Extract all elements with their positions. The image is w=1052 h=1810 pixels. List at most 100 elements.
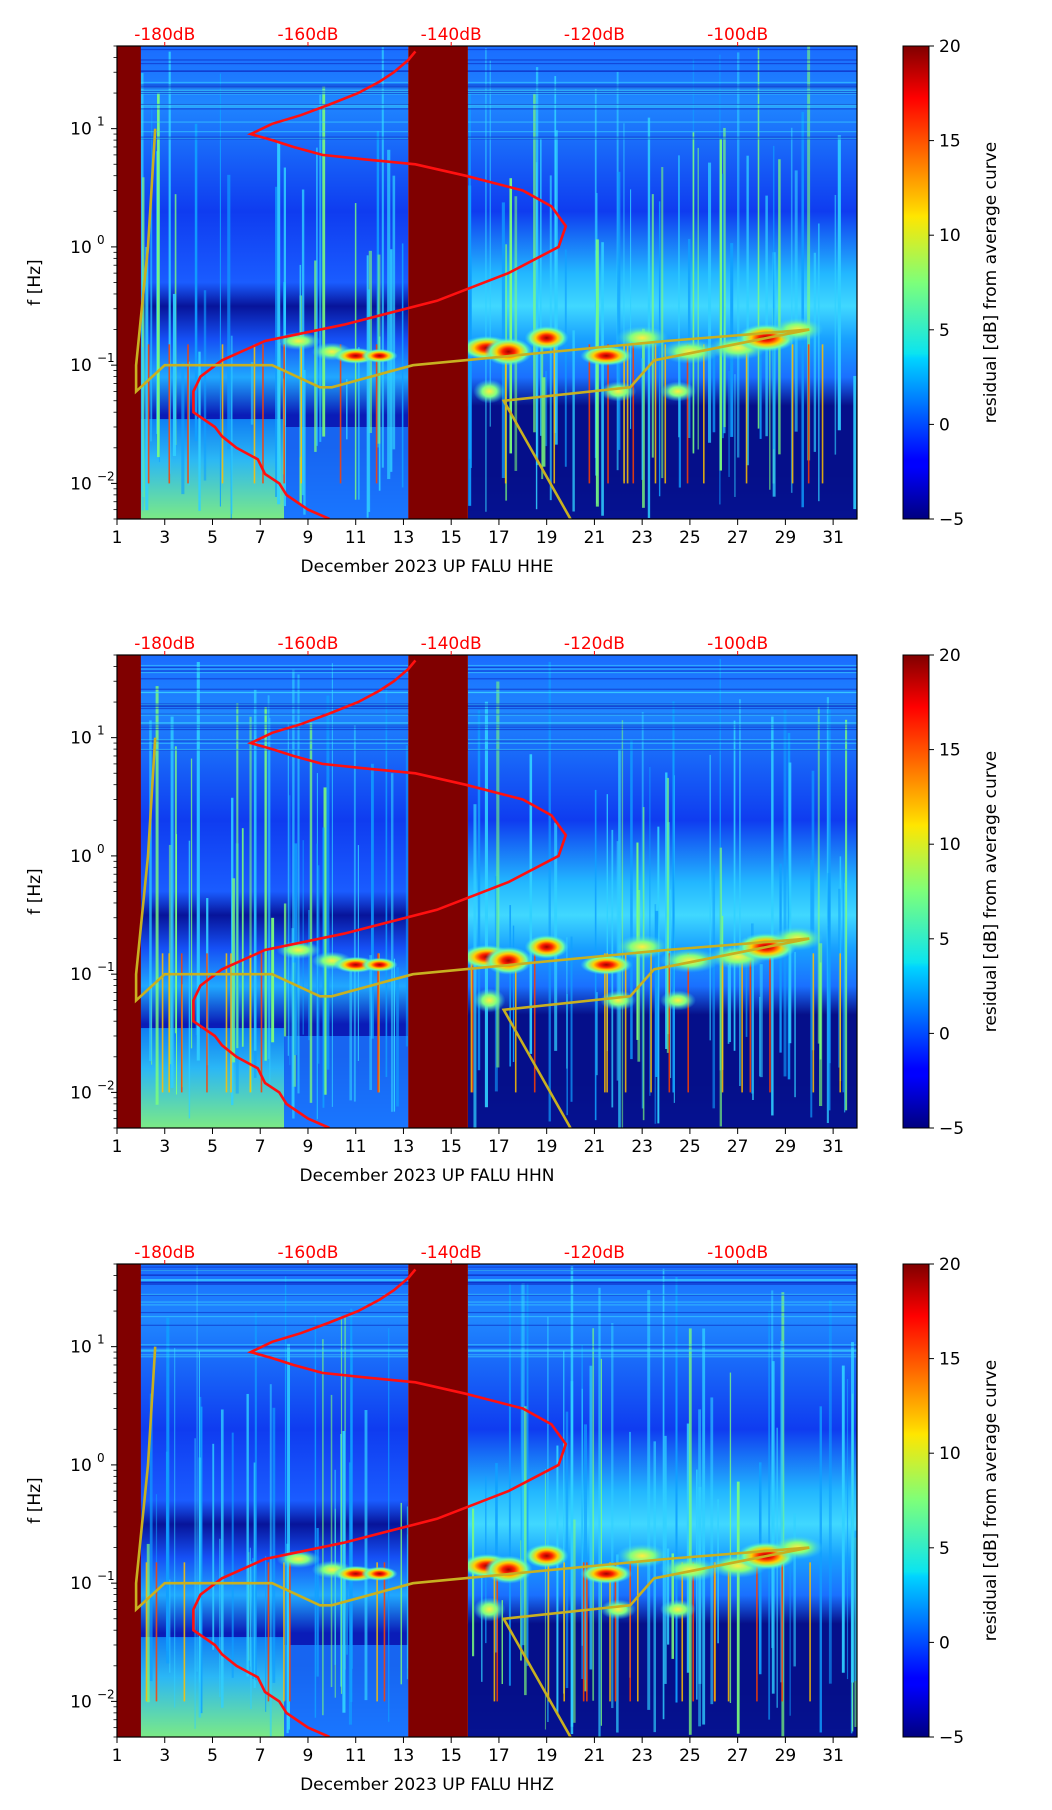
transient-streak (544, 1469, 546, 1730)
transient-streak (405, 745, 409, 1047)
hf-line (117, 1354, 857, 1356)
x-tick-label: 7 (255, 1137, 266, 1157)
transient-streak (146, 1543, 150, 1703)
hf-line (117, 85, 857, 88)
average-psd-curve (192, 659, 568, 1128)
transient-streak (170, 716, 174, 1088)
hf-line (117, 1283, 857, 1285)
earthquake-spike (383, 1562, 386, 1702)
y-tick-label: 10 (70, 474, 92, 494)
earthquake-spike (206, 953, 208, 1093)
transient-streak (249, 1547, 251, 1667)
transient-streak (471, 1508, 475, 1657)
hf-line (117, 707, 857, 710)
hf-line (117, 1344, 857, 1346)
microseism-blob (524, 325, 569, 350)
transient-streak (319, 94, 322, 442)
transient-streak (512, 925, 515, 1062)
transient-streak (842, 869, 844, 1093)
transient-streak (509, 905, 512, 1067)
hf-line (117, 1304, 857, 1306)
hf-line (117, 1349, 857, 1351)
hf-line (117, 691, 857, 694)
earthquake-spike (563, 1562, 566, 1702)
hf-line (117, 87, 857, 89)
transient-streak (219, 73, 221, 507)
x-tick-label: 27 (727, 1746, 749, 1766)
hf-line (117, 1356, 857, 1358)
earthquake-spike (769, 953, 771, 1093)
top-tick-label: -100dB (707, 25, 768, 45)
transient-streak (254, 1311, 257, 1681)
transient-streak (647, 1290, 651, 1710)
hf-line (117, 1269, 857, 1272)
x-tick-label: 25 (679, 1137, 701, 1157)
hf-line (117, 91, 857, 93)
top-tick-label: -160dB (277, 634, 338, 654)
x-tick-label: 9 (303, 1137, 314, 1157)
hf-line (117, 48, 857, 51)
panel-3: 1 3 5 7 9 11 13 15 17 19 21 23 25 27 29 31-180dB -160dB -… (25, 1243, 1001, 1795)
y-tick-label: 10 (70, 1456, 92, 1476)
colorbar-tick-label: 5 (939, 930, 950, 950)
transient-streak (203, 290, 207, 481)
transient-streak (520, 1283, 523, 1653)
transient-streak (556, 1445, 559, 1714)
microseism-blob (580, 954, 633, 975)
transient-streak (729, 1372, 732, 1703)
earthquake-spike (586, 1562, 588, 1702)
microseism-blob (473, 1597, 506, 1622)
x-tick-label: 7 (255, 528, 266, 548)
transient-streak (155, 686, 159, 1105)
earthquake-spike (375, 344, 378, 484)
hf-line (117, 714, 857, 716)
data-gap (408, 655, 468, 1128)
transient-streak (547, 1316, 549, 1723)
x-tick-label: 3 (159, 528, 170, 548)
transient-streak (759, 964, 763, 1078)
transient-streak (396, 967, 399, 1107)
hf-line (117, 89, 857, 91)
x-tick-label: 31 (822, 1746, 844, 1766)
colorbar-tick-label: 10 (939, 835, 961, 855)
transient-streak (702, 1328, 706, 1725)
transient-streak (564, 249, 567, 467)
microseism-blob (600, 381, 637, 402)
earthquake-spike (686, 344, 689, 484)
y-tick-exponent: 0 (97, 842, 105, 856)
low-frequency-band-mid (284, 1035, 409, 1128)
transient-streak (406, 1506, 410, 1680)
earthquake-spike (681, 1562, 684, 1702)
earthquake-spike (606, 953, 608, 1093)
x-tick-label: 11 (345, 528, 367, 548)
y-tick-exponent: 0 (97, 233, 105, 247)
earthquake-spike (161, 953, 164, 1093)
transient-streak (275, 186, 277, 497)
earthquake-spike (514, 953, 517, 1093)
y-tick-label: 10 (70, 238, 92, 258)
hf-line (117, 1350, 857, 1352)
transient-streak (166, 1317, 170, 1664)
transient-streak (168, 844, 172, 1065)
transient-streak (712, 353, 716, 433)
hf-line (117, 740, 857, 742)
transient-streak (752, 944, 754, 1100)
y-tick-exponent: −2 (97, 1687, 115, 1701)
hf-line (117, 106, 857, 108)
transient-streak (349, 970, 353, 1101)
transient-streak (709, 754, 711, 1041)
earthquake-spike (267, 1562, 270, 1702)
y-tick-exponent: −2 (97, 469, 115, 483)
top-tick-label: -140dB (421, 25, 482, 45)
transient-streak (381, 47, 384, 468)
transient-streak (287, 1343, 291, 1730)
x-tick-label: 5 (207, 1746, 218, 1766)
hf-line (117, 1324, 857, 1326)
hf-line (117, 670, 857, 672)
x-tick-label: 15 (440, 1746, 462, 1766)
colorbar-tick-label: 20 (939, 1255, 961, 1275)
transient-streak (198, 351, 201, 511)
transient-streak (581, 1388, 583, 1646)
earthquake-spike (650, 953, 652, 1093)
transient-streak (810, 859, 813, 1118)
